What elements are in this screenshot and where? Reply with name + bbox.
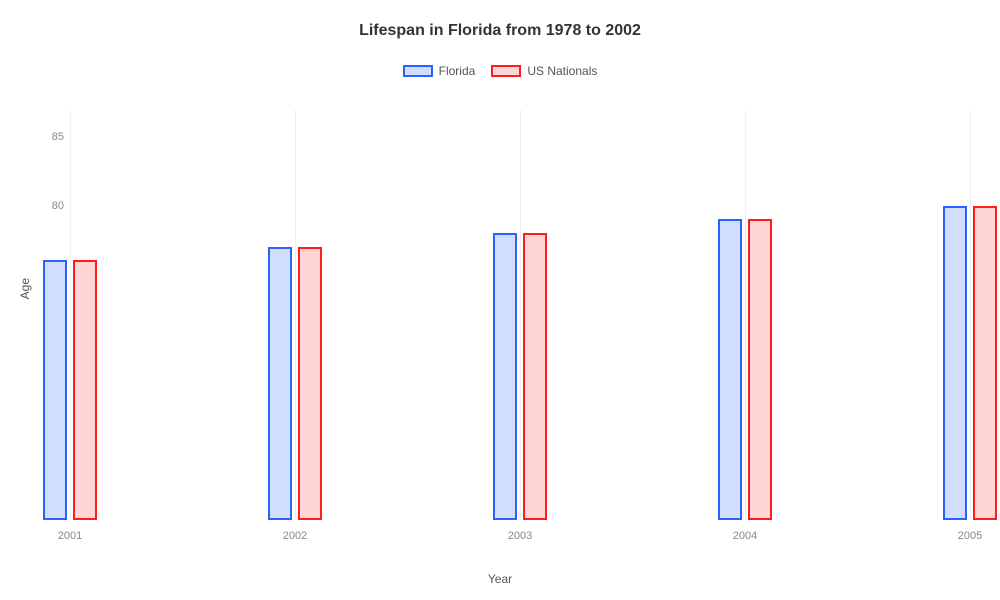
x-tick-label: 2004 (733, 530, 757, 542)
bar (973, 206, 997, 520)
legend-swatch-usnationals (491, 65, 521, 77)
legend-item-florida: Florida (403, 64, 476, 78)
legend-swatch-florida (403, 65, 433, 77)
gridline (70, 110, 71, 520)
legend-item-usnationals: US Nationals (491, 64, 597, 78)
x-tick-label: 2005 (958, 530, 982, 542)
x-tick-label: 2002 (283, 530, 307, 542)
x-tick-label: 2003 (508, 530, 532, 542)
bar (43, 260, 67, 520)
bar (748, 219, 772, 520)
bar (523, 233, 547, 520)
gridline (520, 110, 521, 520)
x-tick-label: 2001 (58, 530, 82, 542)
gridline (295, 110, 296, 520)
y-tick-label: 85 (34, 131, 64, 143)
bar (298, 247, 322, 520)
bar (718, 219, 742, 520)
bar (268, 247, 292, 520)
gridline (745, 110, 746, 520)
chart-container: Lifespan in Florida from 1978 to 2002 Fl… (0, 0, 1000, 600)
chart-title: Lifespan in Florida from 1978 to 2002 (0, 0, 1000, 40)
legend-label-usnationals: US Nationals (527, 64, 597, 78)
legend: Florida US Nationals (0, 64, 1000, 78)
bar (73, 260, 97, 520)
bar (493, 233, 517, 520)
legend-label-florida: Florida (439, 64, 476, 78)
gridline (970, 110, 971, 520)
y-axis-title: Age (18, 278, 32, 299)
bar (943, 206, 967, 520)
y-tick-label: 80 (34, 200, 64, 212)
x-axis-title: Year (0, 572, 1000, 586)
plot-area: 20012002200320042005606570758085 (70, 110, 970, 520)
